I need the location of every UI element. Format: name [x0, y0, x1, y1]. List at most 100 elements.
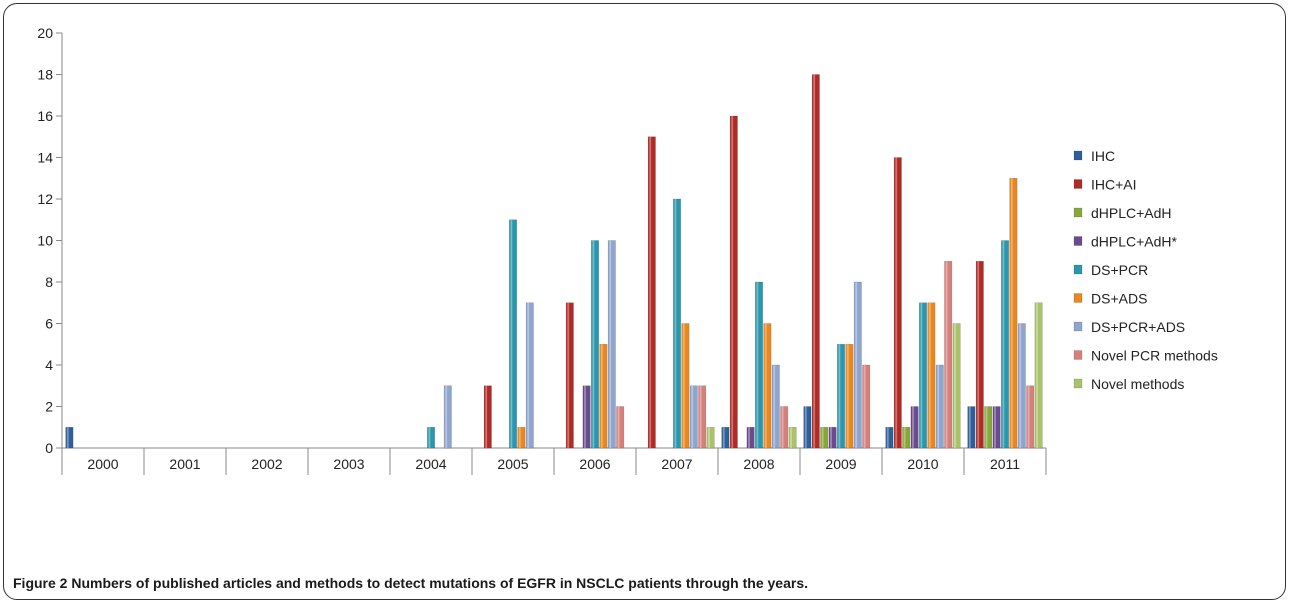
legend: IHC IHC+AI dHPLC+AdH dHPLC+AdH* DS+PCR DS+ADS… [1073, 148, 1218, 392]
legend-swatch [1073, 350, 1083, 360]
bar-highlight [838, 344, 841, 448]
bar-highlight [912, 406, 914, 448]
bar-highlight [649, 136, 652, 448]
bar [427, 427, 435, 449]
legend-label: dHPLC+AdH [1091, 205, 1172, 221]
bar-highlight [804, 406, 807, 448]
x-tick-label: 2009 [825, 456, 856, 472]
bar-highlight [773, 365, 776, 448]
bar-highlight [1036, 302, 1038, 448]
bar-highlight [1010, 178, 1013, 448]
bar-highlight [691, 385, 694, 448]
bar [984, 406, 993, 449]
y-tick-label: 20 [37, 25, 53, 41]
bar-highlight [937, 365, 940, 448]
bar-highlight [567, 302, 570, 448]
bar-highlight [609, 240, 612, 448]
bar-highlight [977, 261, 980, 448]
bar [919, 302, 927, 449]
bar-highlight [485, 385, 488, 448]
x-tick-label: 2004 [415, 456, 446, 472]
bar-highlight [920, 302, 923, 448]
x-tick-label: 2002 [251, 456, 282, 472]
y-tick-label: 6 [45, 316, 53, 332]
bar [845, 344, 854, 449]
bar-highlight [821, 427, 824, 448]
bar [935, 364, 944, 449]
bar [65, 427, 74, 449]
bar-highlight [846, 344, 849, 448]
legend-label: IHC [1091, 148, 1115, 164]
legend-swatch [1073, 236, 1083, 246]
y-tick-label: 10 [37, 233, 53, 249]
bar [893, 157, 902, 449]
y-tick-label: 8 [45, 274, 53, 290]
bar [944, 261, 953, 449]
legend-swatch [1073, 321, 1083, 332]
y-axis: 0 2 4 6 8 10 12 14 16 18 20 [37, 25, 63, 456]
legend-label: Novel methods [1091, 376, 1184, 392]
bar-highlight [855, 282, 858, 448]
legend-label: DS+ADS [1091, 291, 1147, 307]
bar [975, 261, 984, 449]
bar-highlight [428, 427, 431, 448]
legend-swatch [1073, 264, 1083, 275]
bar [771, 364, 780, 449]
bar [811, 74, 820, 449]
bar [1034, 302, 1043, 449]
figure-frame [3, 3, 1286, 600]
bar-highlight [445, 385, 448, 448]
bar-highlight [518, 427, 521, 448]
bar-highlight [928, 302, 931, 448]
bar-highlight [968, 406, 971, 448]
bar [788, 427, 797, 449]
y-tick-label: 2 [45, 399, 53, 415]
legend-label: DS+PCR+ADS [1091, 319, 1185, 335]
x-tick-label: 2001 [169, 456, 200, 472]
bar [1017, 323, 1026, 449]
bar [706, 427, 715, 449]
x-tick-label: 2010 [907, 456, 938, 472]
bar [599, 344, 608, 449]
bar-highlight [781, 406, 784, 448]
legend-label: DS+PCR [1091, 262, 1148, 278]
legend-swatch [1073, 293, 1083, 303]
bar [952, 323, 961, 449]
bar-highlight [674, 199, 677, 448]
legend-swatch [1073, 378, 1083, 389]
bar [525, 302, 534, 449]
caption-label: Figure 2 [13, 575, 68, 591]
bar [746, 427, 755, 449]
bar [483, 385, 492, 449]
legend-label: IHC+AI [1091, 177, 1137, 193]
bar [729, 115, 738, 449]
bar [509, 219, 517, 449]
bar [967, 406, 976, 449]
bar-highlight [600, 344, 603, 448]
bar [647, 136, 656, 449]
bar [565, 302, 574, 449]
y-tick-label: 18 [37, 67, 53, 83]
bar [681, 323, 690, 449]
x-tick-label: 2007 [661, 456, 692, 472]
bar [616, 406, 625, 449]
bar-highlight [790, 427, 792, 448]
bar-highlight [994, 406, 996, 448]
bar-highlight [830, 427, 832, 448]
bar [902, 427, 911, 449]
x-tick-label: 2011 [990, 456, 1020, 472]
bar-highlight [722, 427, 725, 448]
bar-highlight [592, 240, 595, 448]
bar [862, 364, 871, 449]
bar-highlight [1019, 323, 1022, 448]
bar [673, 198, 681, 449]
bar-highlight [584, 385, 586, 448]
legend-swatch [1073, 179, 1083, 189]
bar-highlight [66, 427, 69, 448]
bar [910, 406, 919, 449]
bar-highlight [617, 406, 620, 448]
legend-swatch [1073, 150, 1083, 161]
bar-highlight [527, 302, 530, 448]
bar [992, 406, 1001, 449]
x-tick-label: 2003 [333, 456, 364, 472]
